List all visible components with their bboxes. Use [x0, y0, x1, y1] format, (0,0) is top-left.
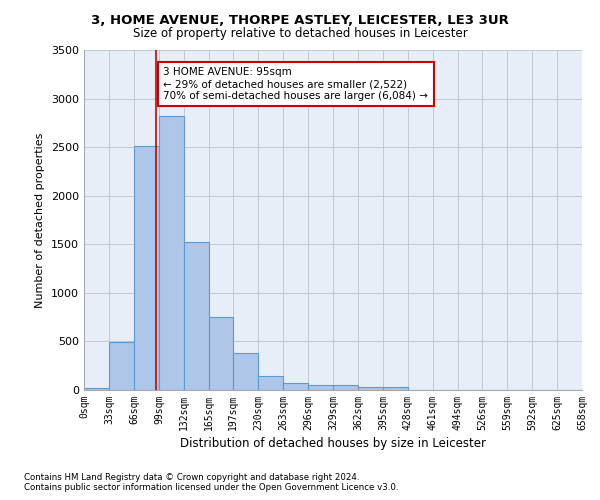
Text: 3 HOME AVENUE: 95sqm
← 29% of detached houses are smaller (2,522)
70% of semi-de: 3 HOME AVENUE: 95sqm ← 29% of detached h…: [163, 68, 428, 100]
Bar: [333, 384, 358, 390]
Bar: [233, 353, 258, 390]
Bar: [308, 384, 333, 390]
Bar: [84, 388, 109, 390]
Text: Contains public sector information licensed under the Open Government Licence v3: Contains public sector information licen…: [24, 484, 398, 492]
Bar: [109, 342, 134, 390]
Bar: [283, 382, 308, 390]
Text: Distribution of detached houses by size in Leicester: Distribution of detached houses by size …: [180, 438, 486, 450]
Bar: [184, 242, 209, 390]
Text: 3, HOME AVENUE, THORPE ASTLEY, LEICESTER, LE3 3UR: 3, HOME AVENUE, THORPE ASTLEY, LEICESTER…: [91, 14, 509, 27]
Bar: [358, 387, 383, 390]
Text: Size of property relative to detached houses in Leicester: Size of property relative to detached ho…: [133, 28, 467, 40]
Y-axis label: Number of detached properties: Number of detached properties: [35, 132, 46, 308]
Bar: [383, 387, 408, 390]
Text: Contains HM Land Registry data © Crown copyright and database right 2024.: Contains HM Land Registry data © Crown c…: [24, 472, 359, 482]
Bar: [134, 146, 159, 390]
Bar: [258, 376, 283, 390]
Bar: [159, 116, 184, 390]
Bar: [209, 317, 233, 390]
